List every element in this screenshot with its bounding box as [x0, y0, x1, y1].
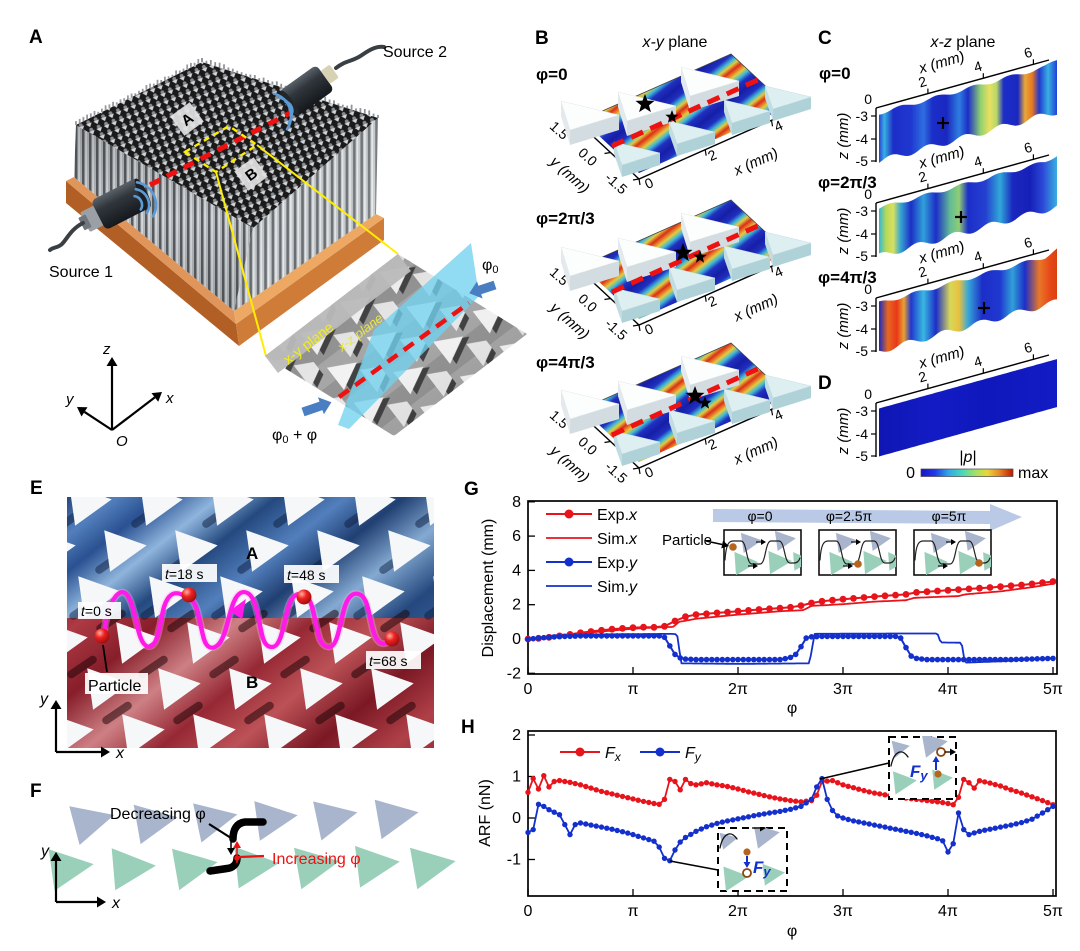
svg-text:Exp.y: Exp.y [597, 555, 638, 572]
svg-text:A: A [246, 544, 258, 563]
svg-text:φ=2.5π: φ=2.5π [826, 508, 873, 524]
svg-text:z (mm): z (mm) [835, 208, 852, 256]
svg-text:0: 0 [524, 903, 533, 920]
svg-text:0: 0 [864, 186, 872, 202]
svg-text:Fy: Fy [685, 745, 702, 764]
svg-text:φ=0: φ=0 [536, 65, 568, 84]
svg-text:φ=2π/3: φ=2π/3 [818, 173, 877, 192]
svg-text:-5: -5 [856, 153, 869, 169]
svg-text:φ=0: φ=0 [819, 64, 851, 83]
svg-text:x-z plane: x-z plane [930, 34, 996, 51]
svg-text:φ=4π/3: φ=4π/3 [536, 353, 595, 372]
svg-text:G: G [464, 479, 479, 500]
svg-text:-5: -5 [856, 248, 869, 264]
svg-text:D: D [818, 373, 832, 394]
svg-text:Source 2: Source 2 [383, 44, 447, 61]
svg-text:φ: φ [787, 700, 797, 717]
svg-text:Increasing φ: Increasing φ [272, 851, 361, 868]
svg-text:B: B [535, 28, 549, 49]
svg-text:4π: 4π [938, 681, 958, 698]
svg-text:B: B [246, 673, 258, 692]
svg-text:y: y [40, 843, 50, 860]
svg-text:Exp.x: Exp.x [597, 507, 638, 524]
svg-text:6: 6 [512, 528, 521, 545]
svg-text:Sim.x: Sim.x [597, 531, 638, 548]
svg-text:8: 8 [512, 494, 521, 511]
svg-text:4: 4 [512, 562, 521, 579]
svg-text:t=0 s: t=0 s [81, 603, 112, 619]
svg-text:Particle: Particle [662, 532, 712, 549]
svg-text:0: 0 [906, 465, 915, 482]
svg-text:|p|: |p| [959, 449, 976, 466]
svg-text:0: 0 [864, 91, 872, 107]
svg-text:-5: -5 [856, 448, 869, 464]
svg-text:2π: 2π [728, 903, 748, 920]
svg-text:-4: -4 [856, 321, 869, 337]
svg-text:π: π [627, 681, 638, 698]
svg-text:-1: -1 [507, 852, 521, 869]
svg-text:Source 1: Source 1 [49, 264, 113, 281]
svg-text:φ: φ [787, 923, 797, 940]
svg-text:4π: 4π [938, 903, 958, 920]
svg-text:E: E [30, 478, 43, 499]
svg-text:max: max [1018, 465, 1048, 482]
svg-text:φ=0: φ=0 [747, 508, 772, 524]
svg-text:φ0 + φ: φ0 + φ [272, 427, 317, 446]
svg-text:-4: -4 [856, 426, 869, 442]
svg-text:z (mm): z (mm) [835, 113, 852, 161]
svg-text:ARF (nN): ARF (nN) [477, 779, 494, 847]
svg-text:Sim.y: Sim.y [597, 579, 638, 596]
svg-text:z (mm): z (mm) [835, 408, 852, 456]
svg-text:-3: -3 [856, 203, 869, 219]
svg-text:t=48 s: t=48 s [287, 567, 326, 583]
svg-text:5π: 5π [1043, 681, 1063, 698]
svg-text:-4: -4 [856, 226, 869, 242]
svg-text:x: x [111, 895, 121, 912]
svg-text:0: 0 [864, 281, 872, 297]
svg-text:π: π [627, 903, 638, 920]
svg-text:3π: 3π [833, 681, 853, 698]
svg-text:O: O [116, 433, 128, 450]
svg-text:Fx: Fx [605, 745, 622, 764]
svg-text:3π: 3π [833, 903, 853, 920]
svg-text:2π: 2π [728, 681, 748, 698]
svg-text:A: A [29, 27, 43, 48]
svg-text:Particle: Particle [88, 678, 141, 695]
svg-text:t=18 s: t=18 s [165, 566, 204, 582]
svg-text:1: 1 [512, 769, 521, 786]
svg-text:-3: -3 [856, 403, 869, 419]
svg-text:F: F [30, 781, 42, 802]
svg-text:φ=4π/3: φ=4π/3 [818, 268, 877, 287]
svg-text:x: x [165, 390, 174, 407]
svg-text:z: z [102, 341, 111, 358]
svg-text:x-y plane: x-y plane [642, 34, 708, 51]
svg-text:0: 0 [512, 631, 521, 648]
svg-text:0: 0 [512, 810, 521, 827]
svg-text:-5: -5 [856, 343, 869, 359]
svg-text:0: 0 [524, 681, 533, 698]
svg-text:x: x [115, 745, 125, 762]
svg-text:Fy: Fy [753, 858, 771, 879]
svg-text:φ=2π/3: φ=2π/3 [536, 209, 595, 228]
svg-text:Decreasing φ: Decreasing φ [110, 806, 206, 823]
svg-text:0: 0 [864, 386, 872, 402]
svg-text:z (mm): z (mm) [835, 303, 852, 351]
svg-text:-2: -2 [507, 665, 521, 682]
svg-text:H: H [461, 717, 475, 738]
svg-text:y: y [39, 691, 49, 708]
svg-text:-4: -4 [856, 131, 869, 147]
svg-text:t=68 s: t=68 s [369, 653, 408, 669]
svg-text:2: 2 [512, 727, 521, 744]
svg-text:φ=5π: φ=5π [932, 508, 967, 524]
svg-text:5π: 5π [1043, 903, 1063, 920]
svg-text:-3: -3 [856, 298, 869, 314]
svg-text:y: y [65, 391, 75, 408]
svg-text:C: C [818, 28, 832, 49]
svg-text:Displacement (mm): Displacement (mm) [480, 519, 497, 658]
svg-text:-3: -3 [856, 108, 869, 124]
svg-text:2: 2 [512, 597, 521, 614]
svg-text:Fy: Fy [910, 762, 928, 783]
